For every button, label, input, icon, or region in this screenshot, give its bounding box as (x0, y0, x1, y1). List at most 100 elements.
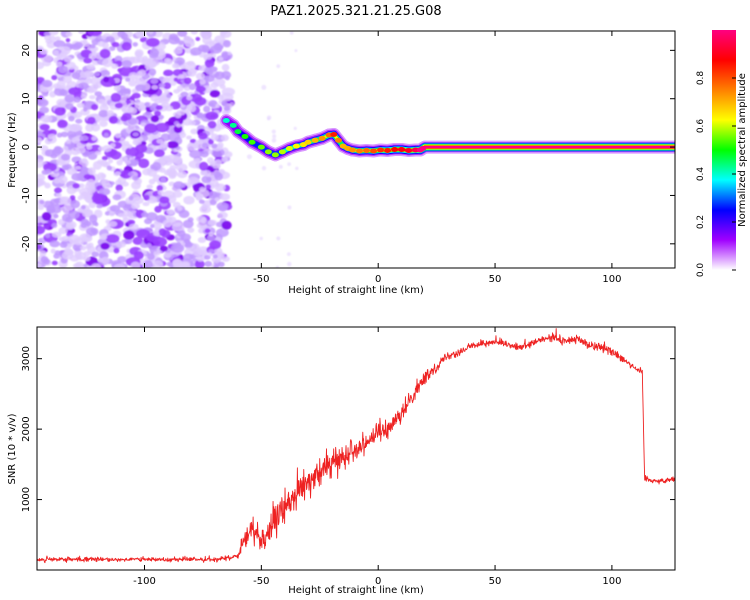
noise-blob (67, 130, 77, 138)
noise-blob (177, 74, 185, 79)
noise-blob (62, 75, 72, 84)
ridge-point (278, 149, 286, 155)
noise-blob (131, 92, 141, 99)
noise-blob (203, 105, 211, 113)
noise-blob (98, 146, 104, 152)
noise-blob (189, 138, 197, 144)
noise-blob (89, 44, 96, 49)
noise-blob (293, 126, 297, 130)
noise-blob (295, 166, 299, 171)
ridge-point (318, 135, 326, 141)
noise-blob (187, 69, 197, 77)
noise-blob (112, 194, 122, 201)
noise-blob (45, 233, 51, 239)
noise-blob (150, 164, 156, 170)
noise-blob (91, 251, 99, 258)
noise-blob (201, 45, 210, 54)
noise-blob (276, 236, 281, 241)
noise-blob (69, 43, 76, 49)
noise-blobs (37, 31, 299, 268)
noise-blob (198, 65, 206, 72)
noise-blob (186, 95, 193, 101)
noise-blob (130, 56, 141, 64)
x-tick-label: 50 (489, 576, 502, 587)
noise-blob (131, 202, 140, 210)
noise-blob (184, 40, 195, 48)
y-tick-label: 2000 (21, 416, 32, 441)
noise-blob (103, 76, 110, 83)
noise-blob (194, 96, 207, 106)
noise-blob (176, 123, 182, 128)
noise-blob (87, 116, 96, 124)
noise-blob (158, 83, 166, 88)
noise-blob (218, 56, 224, 62)
noise-blob (87, 31, 102, 37)
noise-blob (120, 32, 128, 40)
noise-blob (190, 128, 199, 135)
x-tick-label: 0 (375, 274, 381, 285)
noise-blob (90, 103, 99, 111)
noise-blob (208, 138, 214, 145)
noise-blob (103, 132, 109, 138)
noise-blob (58, 236, 66, 242)
snr-panel: -100 -50 0 50 100 1000 2000 3000 Height of str… (7, 326, 676, 596)
noise-blob (134, 101, 147, 110)
ridge-point (234, 129, 242, 135)
noise-blob (207, 157, 214, 164)
snr-series-line (37, 328, 675, 564)
noise-blob (162, 76, 171, 84)
noise-blob (151, 85, 159, 90)
noise-blob (91, 193, 107, 203)
noise-blob (53, 49, 60, 55)
noise-blob (106, 110, 115, 117)
noise-blob (184, 46, 192, 54)
noise-blob (204, 59, 215, 68)
noise-blob (201, 203, 209, 211)
noise-blob (177, 230, 186, 237)
ridge-point (248, 139, 256, 145)
noise-blob (163, 82, 172, 90)
noise-blob (106, 165, 112, 171)
noise-blob (287, 162, 292, 167)
noise-blob (115, 241, 126, 248)
noise-blob (219, 84, 226, 90)
x-tick-label: -100 (133, 274, 156, 285)
noise-blob (54, 107, 66, 116)
spectrogram-x-ticks: -100 -50 0 50 100 (133, 31, 621, 285)
noise-blob (104, 95, 112, 101)
noise-blob (114, 133, 122, 139)
noise-blob (172, 156, 183, 165)
noise-blob (207, 219, 218, 226)
noise-blob (99, 120, 108, 127)
noise-blob (166, 209, 175, 215)
noise-blob (132, 42, 138, 47)
noise-blob (222, 39, 231, 48)
noise-blob (102, 58, 113, 68)
noise-blob (188, 83, 197, 91)
noise-blob (128, 195, 134, 201)
spectrogram-plot-frame (36, 30, 676, 269)
noise-blob (44, 182, 51, 189)
noise-blob (168, 35, 181, 45)
noise-blob (135, 84, 147, 92)
ridge-point (257, 144, 265, 150)
noise-blob (94, 150, 102, 156)
colorbar-gradient (712, 30, 736, 270)
noise-blob (100, 256, 110, 265)
noise-blob (146, 212, 158, 221)
noise-blob (189, 150, 202, 159)
noise-blob (164, 105, 174, 112)
noise-blob (135, 31, 145, 39)
colorbar-label: Normalized spectral amplitude (737, 73, 748, 227)
noise-blob (145, 37, 160, 47)
noise-blob (150, 223, 155, 229)
noise-blob (125, 77, 131, 82)
noise-blob (206, 234, 216, 242)
noise-blob (115, 184, 123, 192)
noise-blob (39, 123, 50, 131)
noise-blob (51, 222, 58, 229)
y-tick-label: 3000 (21, 346, 32, 371)
spectrogram-y-ticks: -20 -10 0 10 20 (21, 44, 675, 252)
noise-blob (86, 144, 93, 150)
noise-blob (195, 191, 202, 198)
